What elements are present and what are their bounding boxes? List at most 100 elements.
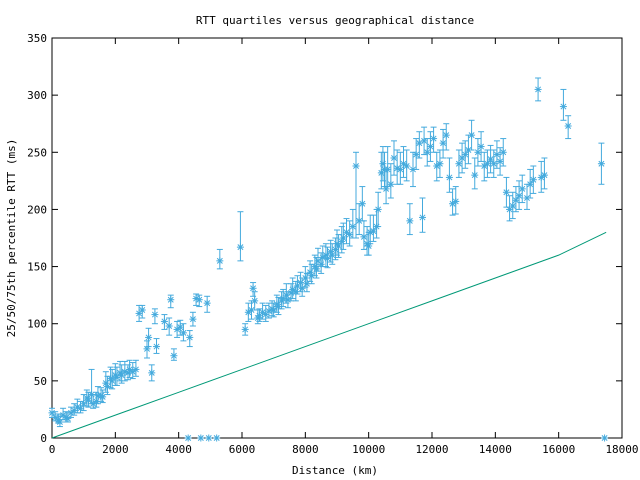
point-marker-stroke [60, 412, 67, 419]
point-marker-stroke [303, 280, 310, 287]
point-marker-stroke [265, 308, 272, 315]
data-point [319, 245, 327, 268]
data-point [502, 176, 510, 208]
point-marker-stroke [68, 409, 74, 416]
plot-frame [51, 37, 623, 439]
data-point [455, 149, 463, 178]
data-point [126, 359, 134, 378]
x-tick-label: 6000 [229, 443, 256, 456]
x-tick-label: 2000 [102, 443, 129, 456]
data-point [415, 131, 423, 159]
point-marker-stroke [167, 296, 174, 303]
point-marker-stroke [153, 343, 160, 350]
point-marker-stroke [503, 189, 510, 196]
data-point [564, 115, 572, 140]
point-marker-stroke [49, 409, 55, 416]
y-tick-label: 350 [27, 32, 47, 45]
data-point [430, 126, 438, 153]
point-marker-stroke [433, 163, 440, 169]
data-point [369, 214, 377, 242]
data-point [138, 304, 146, 319]
point-marker-stroke [527, 181, 534, 188]
data-point [99, 389, 107, 404]
data-point [195, 294, 203, 308]
point-marker-stroke [132, 366, 139, 373]
point-marker-stroke [129, 368, 136, 375]
x-tick-label: 12000 [415, 443, 448, 456]
data-point [412, 138, 420, 170]
point-marker-stroke [443, 132, 450, 139]
point-marker-stroke [148, 369, 155, 376]
point-marker-stroke [166, 323, 173, 329]
point-marker-stroke [370, 228, 377, 235]
data-point [480, 151, 488, 182]
y-tick-label: 50 [34, 375, 47, 388]
x-tick-label: 14000 [479, 443, 512, 456]
point-marker-stroke [299, 285, 306, 292]
point-marker-stroke [535, 86, 542, 93]
point-marker-stroke [356, 217, 363, 224]
point-marker-stroke [541, 172, 548, 179]
data-point [537, 160, 545, 193]
x-tick-label: 0 [49, 443, 56, 456]
point-marker-stroke [601, 435, 608, 441]
data-point [360, 220, 368, 250]
point-marker-stroke [216, 257, 223, 264]
point-marker-stroke [512, 197, 519, 204]
point-marker-stroke [193, 295, 200, 302]
point-marker-stroke [449, 200, 456, 207]
data-point [108, 368, 116, 390]
point-marker-stroke [360, 233, 367, 240]
data-point [151, 308, 159, 325]
point-marker-stroke [186, 334, 193, 341]
data-point [474, 138, 482, 167]
point-marker-stroke [413, 151, 420, 158]
data-point [366, 214, 374, 245]
data-point [249, 282, 257, 297]
data-point [419, 197, 426, 233]
point-marker-stroke [421, 137, 428, 144]
point-marker-stroke [383, 185, 390, 192]
data-point [184, 434, 192, 442]
data-point [203, 295, 211, 313]
data-point [406, 203, 414, 236]
data-point [205, 434, 213, 442]
point-marker-stroke [161, 318, 168, 325]
data-point [601, 434, 609, 442]
point-marker-stroke [538, 174, 545, 181]
data-point [499, 138, 507, 167]
data-point [515, 180, 523, 210]
data-point [506, 195, 514, 222]
point-marker-stroke [394, 165, 401, 172]
point-marker-stroke [196, 296, 203, 303]
point-marker-stroke [346, 231, 353, 238]
point-marker-stroke [455, 160, 462, 167]
chart-title: RTT quartiles versus geographical distan… [196, 14, 474, 27]
point-marker-stroke [387, 181, 394, 188]
reference-line-series [51, 231, 607, 439]
point-marker-stroke [419, 214, 426, 221]
data-point [477, 131, 485, 162]
point-marker-stroke [104, 383, 111, 390]
data-point [170, 348, 178, 361]
x-tick-label: 4000 [165, 443, 192, 456]
data-point [77, 400, 84, 414]
point-marker-stroke [509, 203, 516, 209]
point-marker-stroke [446, 174, 453, 181]
data-point [289, 277, 297, 300]
point-marker-stroke [365, 243, 372, 249]
point-marker-stroke [248, 307, 255, 313]
data-point [559, 88, 567, 121]
data-point [236, 211, 244, 262]
point-marker-stroke [113, 374, 120, 381]
data-point [176, 319, 184, 336]
data-point [197, 434, 205, 442]
data-point [442, 123, 450, 151]
point-marker-stroke [403, 163, 410, 169]
data-point [426, 131, 434, 162]
point-marker-stroke [64, 415, 71, 422]
data-point [490, 149, 498, 178]
reference-line [51, 231, 607, 439]
point-marker-stroke [478, 143, 485, 150]
point-marker-stroke [490, 160, 497, 167]
